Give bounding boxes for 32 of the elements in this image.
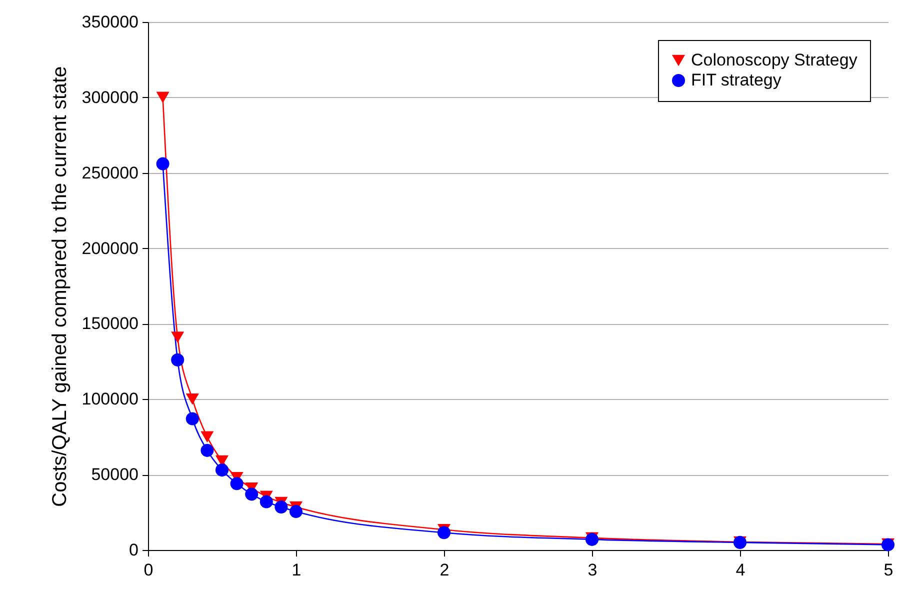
y-tick-label: 350000 xyxy=(82,12,138,32)
point xyxy=(274,500,288,514)
y-tick-label: 0 xyxy=(129,540,138,560)
y-tick-label: 100000 xyxy=(82,390,138,409)
x-tick-label: 3 xyxy=(588,560,598,580)
legend-label: Colonoscopy Strategy xyxy=(691,50,858,70)
point xyxy=(260,495,273,508)
y-tick-label: 150000 xyxy=(82,314,138,334)
point xyxy=(186,412,199,426)
point xyxy=(245,488,258,501)
x-tick-label: 2 xyxy=(440,560,450,580)
point xyxy=(200,431,214,443)
point xyxy=(156,92,170,104)
legend-label: FIT strategy xyxy=(691,70,782,90)
x-tick-label: 1 xyxy=(292,560,302,580)
x-tick-label: 5 xyxy=(884,560,894,580)
y-tick-label: 300000 xyxy=(82,88,138,107)
point xyxy=(437,526,451,540)
point xyxy=(230,477,244,490)
point xyxy=(186,393,199,405)
point xyxy=(171,353,184,366)
y-tick-label: 200000 xyxy=(82,238,138,258)
y-tick-label: 250000 xyxy=(82,163,138,182)
x-tick-label: 4 xyxy=(736,560,746,580)
point xyxy=(156,157,170,170)
x-tick-label: 0 xyxy=(144,560,154,580)
point xyxy=(200,444,214,457)
point xyxy=(289,505,303,518)
y-tick-label: 50000 xyxy=(91,465,138,484)
point xyxy=(171,332,184,343)
point xyxy=(215,464,229,477)
y-axis-title: Costs/QALY gained compared to the current state xyxy=(48,66,71,507)
